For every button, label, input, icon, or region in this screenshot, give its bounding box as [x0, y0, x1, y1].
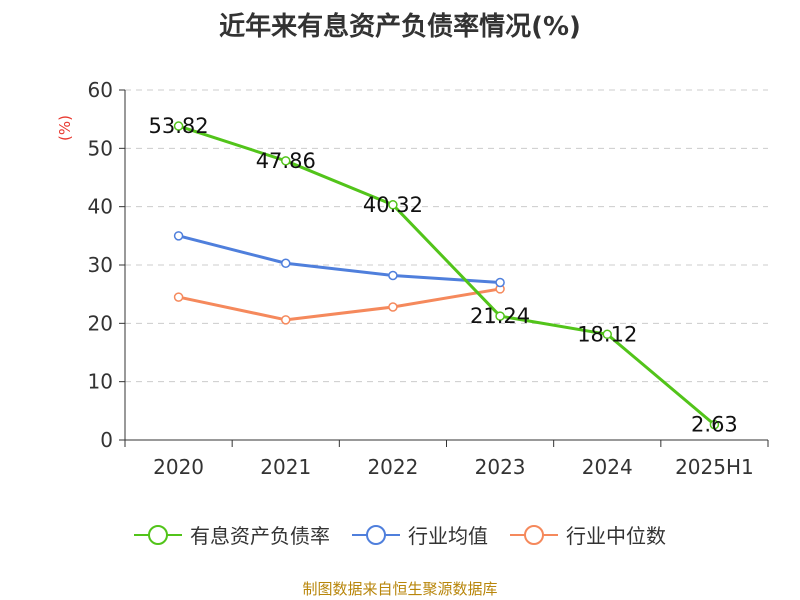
grid-lines [125, 89, 768, 383]
y-tick-label: 20 [88, 311, 113, 335]
x-tick-label: 2024 [582, 455, 633, 479]
series-line [178, 234, 501, 284]
y-tick-label: 40 [88, 195, 113, 219]
data-point [281, 156, 291, 166]
data-point [709, 419, 720, 430]
axes: 0 10 20 30 40 50 60 2020 2021 2022 2023 2024 2025H1 [88, 78, 769, 479]
data-point [173, 121, 184, 131]
data-point [388, 270, 398, 281]
x-tick-label: 2020 [153, 455, 204, 479]
x-tick-label: 2025H1 [675, 455, 754, 479]
y-tick-label: 60 [88, 78, 113, 102]
data-label: 40.32 [363, 193, 423, 217]
data-label: 21.24 [470, 304, 530, 328]
legend-swatch-icon [134, 524, 182, 545]
legend-label: 行业中位数 [566, 524, 666, 548]
data-label: 18.12 [577, 322, 637, 346]
legend-swatch-icon [510, 524, 558, 545]
series-line [178, 287, 501, 322]
chart-title: 近年来有息资产负债率情况(%) [219, 12, 581, 42]
data-labels: 53.82 47.86 40.32 21.24 18.12 2.63 [149, 114, 738, 437]
data-point [388, 302, 398, 312]
data-label: 47.86 [256, 149, 316, 173]
x-tick-label: 2021 [260, 455, 311, 479]
x-tick-label: 2023 [475, 455, 526, 479]
data-point [281, 258, 291, 268]
data-point [173, 231, 184, 241]
x-tick-label: 2022 [367, 455, 418, 479]
series-lines [173, 121, 720, 430]
legend-item[interactable]: 有息资产负债率 [134, 520, 330, 549]
source-note: 制图数据来自恒生聚源数据库 [302, 580, 498, 598]
y-tick-label: 30 [88, 253, 113, 277]
data-point [173, 292, 184, 302]
legend-item[interactable]: 行业中位数 [510, 520, 666, 549]
legend: 有息资产负债率 行业均值 行业中位数 [0, 520, 800, 549]
y-axis-label: (%) [56, 115, 74, 141]
data-point [495, 311, 505, 321]
legend-label: 行业均值 [408, 524, 488, 548]
y-tick-label: 0 [100, 428, 113, 452]
data-label: 53.82 [149, 114, 209, 138]
data-point [388, 200, 398, 210]
y-tick-label: 10 [88, 370, 113, 394]
data-point [602, 329, 612, 340]
series-line [178, 124, 716, 426]
y-tick-label: 50 [88, 136, 113, 160]
data-point [281, 315, 291, 325]
legend-item[interactable]: 行业均值 [352, 520, 488, 549]
legend-label: 有息资产负债率 [190, 524, 330, 548]
legend-swatch-icon [352, 524, 400, 545]
data-label: 2.63 [691, 413, 738, 437]
data-point [495, 277, 505, 288]
